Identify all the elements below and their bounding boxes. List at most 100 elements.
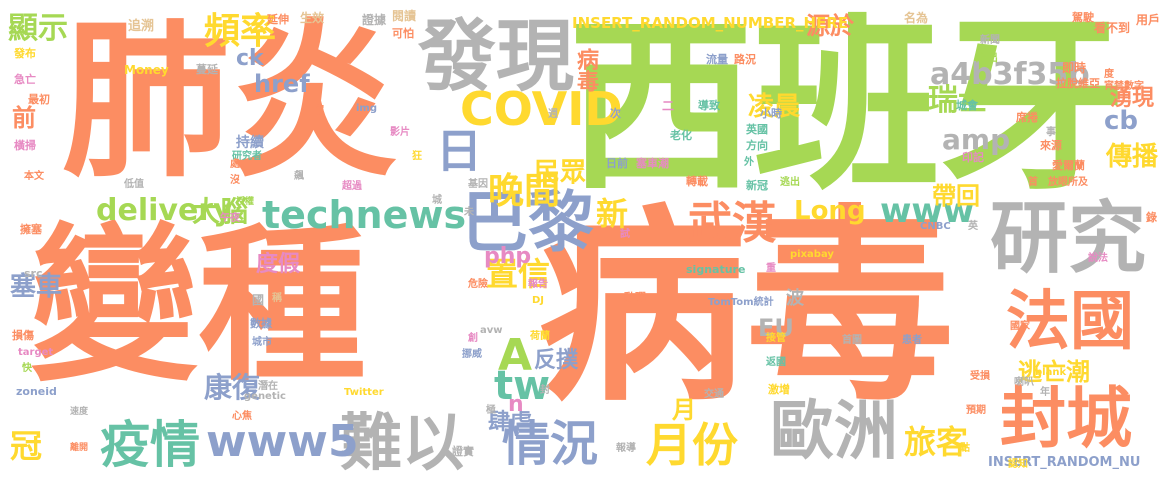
word-s91: 心焦: [232, 411, 252, 422]
word-s74: pixabay: [790, 249, 834, 260]
word-backlash: 反撲: [534, 348, 579, 373]
word-s65: target: [18, 347, 54, 358]
word-s93: 封: [540, 385, 550, 396]
word-s48: 來源: [1040, 139, 1062, 152]
word-crown: 冠: [10, 427, 43, 465]
word-s71: 報告: [528, 279, 548, 290]
word-tw: tw: [494, 363, 551, 409]
word-s32: 影片: [390, 127, 410, 138]
word-discover: 發現: [418, 12, 575, 102]
word-s79: 荷蘭: [530, 331, 550, 342]
word-s11: Money: [124, 63, 169, 77]
word-s53: 新冠: [746, 179, 768, 192]
word-exodus: 逃亡潮: [1018, 358, 1090, 386]
word-s113: 城: [432, 195, 442, 206]
word-traveler: 旅客: [904, 423, 969, 461]
word-s21: 宵禁數字: [1104, 81, 1144, 92]
word-public: 民眾: [534, 158, 587, 188]
word-s52: 轉載: [686, 175, 708, 188]
word-s37: 次: [610, 107, 621, 120]
word-recover: 康復: [204, 371, 261, 404]
word-s3: 生效: [300, 11, 325, 25]
word-s26: 低值: [124, 179, 144, 190]
word-s86: 國家: [1010, 321, 1030, 332]
word-s61: 稱: [272, 293, 282, 304]
word-evening: 晚間: [488, 171, 561, 212]
word-lockdown: 封城: [1000, 380, 1132, 457]
word-variant: 變種: [30, 208, 366, 404]
word-s83: 返國: [766, 357, 786, 368]
word-s45: 印記: [962, 151, 984, 164]
word-s63: 城市: [252, 337, 272, 348]
word-n: n: [508, 392, 524, 417]
word-france: 法國: [1006, 285, 1134, 359]
word-epidemic: 疫情: [100, 416, 200, 474]
word-s38: 導致: [698, 99, 720, 112]
word-s73: signature: [686, 263, 746, 276]
word-insert-1: INSERT_RANDOM_NUMBER_HERE: [572, 14, 849, 32]
word-php: php: [484, 244, 532, 269]
word-s70: 危險: [468, 279, 488, 290]
word-s78: TomTom統計: [708, 297, 774, 308]
word-s34: 超過: [342, 181, 362, 192]
word-s72: DJ: [532, 295, 545, 306]
word-s90: Twitter: [344, 387, 384, 398]
word-s43: 城會: [956, 99, 978, 112]
word-s115: 度: [1104, 69, 1114, 80]
word-www: www: [880, 191, 975, 231]
word-research: 研究: [990, 194, 1147, 284]
word-a: A: [498, 330, 533, 381]
word-s2: 延伸: [267, 13, 289, 26]
word-before: 前: [12, 104, 36, 132]
word-s62: 數據: [250, 317, 272, 330]
word-switzerland: 瑞士: [928, 83, 988, 118]
word-spread: 傳播: [1106, 142, 1159, 172]
word-s100: 證實: [452, 445, 474, 458]
word-s28: 擁塞: [20, 223, 42, 236]
word-virus-small: 病毒: [573, 48, 598, 92]
word-s36: 二: [662, 99, 675, 113]
word-s46: 愛爾蘭: [1052, 159, 1085, 172]
word-s19: 即時: [1062, 61, 1087, 75]
word-s25: 本文: [24, 171, 44, 182]
word-s29: src: [24, 267, 43, 280]
word-vacation: 度假: [256, 252, 301, 277]
word-s17: 超出: [976, 51, 998, 64]
word-s66: 快: [22, 363, 32, 374]
word-s47: 放眼所及: [1048, 177, 1088, 188]
word-s98: 年: [1040, 387, 1050, 398]
word-s111: 創: [468, 333, 478, 344]
word-s22: 橫掃: [14, 139, 36, 152]
word-s103: 認知: [1008, 459, 1028, 470]
word-wuhan: 武漢: [688, 198, 776, 249]
word-s42: 方向: [746, 139, 768, 152]
word-s20: 拉脫維亞: [1056, 77, 1100, 90]
word-s69: 離開: [70, 443, 89, 453]
word-bring-back: 帶回: [932, 182, 980, 210]
word-display: 顯示: [8, 11, 68, 46]
word-s102: 點: [960, 443, 970, 454]
word-s95: 激增: [768, 383, 790, 396]
word-s31: 帶: [312, 103, 325, 117]
word-ck: ck: [236, 46, 264, 71]
word-s89: genetic: [244, 391, 286, 402]
word-delivery: delivery: [96, 193, 233, 228]
word-s109: 未: [464, 207, 474, 218]
word-s107: 狂: [412, 151, 422, 162]
word-s33: 基因: [468, 179, 488, 190]
word-s30: img: [356, 103, 378, 114]
word-s67: zoneid: [16, 385, 57, 398]
word-s6: 名為: [904, 11, 929, 25]
word-s15: 流量: [706, 53, 728, 66]
word-s54: 逃出: [780, 177, 800, 188]
word-day: 日: [436, 124, 482, 178]
word-s35: 授權: [236, 197, 255, 207]
word-s87: _blank: [1030, 367, 1067, 378]
word-covid: COVID: [460, 82, 623, 136]
word-s10: 發布: [14, 47, 36, 60]
word-s39: 老化: [670, 129, 692, 142]
word-s16: 路況: [734, 53, 756, 66]
word-s104: 處: [230, 159, 240, 170]
word-s88: 潛在: [258, 381, 278, 392]
